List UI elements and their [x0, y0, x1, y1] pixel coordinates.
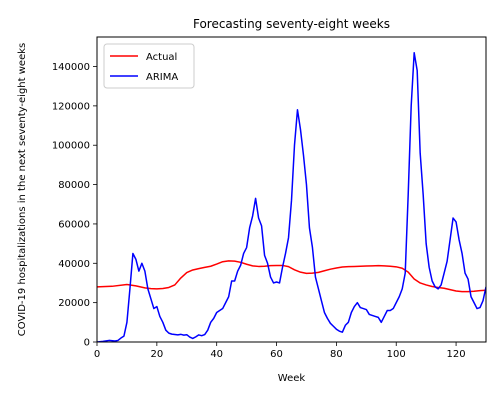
- x-tick-label: 60: [270, 349, 283, 360]
- legend-label-actual: Actual: [146, 52, 177, 63]
- y-tick-label: 120000: [52, 101, 90, 112]
- legend-box: [103, 43, 195, 89]
- legend: Actual ARIMA: [103, 43, 195, 89]
- y-tick-label: 80000: [58, 180, 90, 191]
- y-tick-label: 40000: [58, 259, 90, 270]
- ticks-layer: 0 20 40 60 80 100 120 0 20000 40000 60000 80000 1000…: [52, 62, 466, 360]
- series-line-actual: [97, 260, 486, 293]
- y-tick-label: 60000: [58, 219, 90, 230]
- x-tick-label: 20: [150, 349, 163, 360]
- y-tick-label: 140000: [52, 62, 90, 73]
- x-tick-label: 120: [447, 349, 466, 360]
- series-layer: [97, 51, 486, 342]
- x-tick-label: 0: [94, 349, 100, 360]
- x-tick-label: 40: [210, 349, 223, 360]
- y-tick-label: 100000: [52, 141, 90, 152]
- x-axis-label: Week: [278, 373, 306, 384]
- x-tick-label: 100: [387, 349, 406, 360]
- y-axis-label: COVID-19 hospitalizations in the next se…: [17, 43, 28, 336]
- y-tick-label: 20000: [58, 298, 90, 309]
- plot-frame: [96, 36, 487, 343]
- series-line-arima: [97, 51, 486, 342]
- chart-title: Forecasting seventy-eight weeks: [193, 17, 390, 31]
- y-tick-label: 0: [84, 338, 90, 349]
- x-tick-label: 80: [330, 349, 343, 360]
- legend-label-arima: ARIMA: [146, 72, 178, 83]
